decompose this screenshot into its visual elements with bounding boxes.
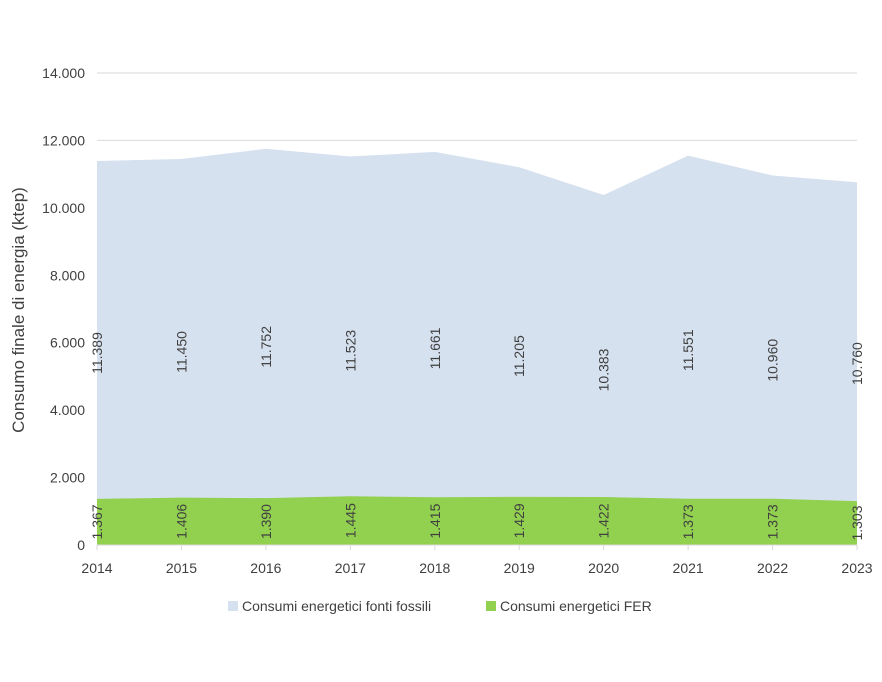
x-tick-label: 2022 bbox=[757, 560, 788, 576]
data-label: 1.415 bbox=[427, 503, 443, 538]
data-label: 1.373 bbox=[765, 504, 781, 539]
x-tick-label: 2018 bbox=[419, 560, 450, 576]
x-tick-label: 2016 bbox=[250, 560, 281, 576]
y-tick-label: 0 bbox=[77, 537, 85, 553]
y-tick-label: 2.000 bbox=[50, 470, 85, 486]
data-label: 1.373 bbox=[680, 504, 696, 539]
data-label: 10.383 bbox=[596, 348, 612, 391]
data-label: 1.390 bbox=[258, 504, 274, 539]
x-tick-label: 2017 bbox=[335, 560, 366, 576]
data-label: 10.760 bbox=[849, 342, 865, 385]
renewables-area bbox=[97, 496, 857, 545]
data-label: 11.523 bbox=[342, 330, 358, 372]
data-label: 10.960 bbox=[765, 339, 781, 382]
data-label: 1.422 bbox=[596, 503, 612, 538]
legend-swatch bbox=[228, 601, 238, 611]
x-tick-label: 2014 bbox=[81, 560, 112, 576]
data-label: 1.429 bbox=[511, 503, 527, 538]
legend-item: Consumi energetici fonti fossili bbox=[228, 598, 431, 614]
legend-item: Consumi energetici FER bbox=[486, 598, 652, 614]
data-label: 1.445 bbox=[342, 503, 358, 538]
legend-label: Consumi energetici fonti fossili bbox=[242, 598, 431, 614]
y-tick-label: 4.000 bbox=[50, 402, 85, 418]
y-tick-label: 12.000 bbox=[42, 132, 85, 148]
data-label: 11.205 bbox=[511, 335, 527, 377]
x-tick-label: 2023 bbox=[841, 560, 872, 576]
y-tick-label: 8.000 bbox=[50, 267, 85, 283]
x-tick-label: 2015 bbox=[166, 560, 197, 576]
legend-label: Consumi energetici FER bbox=[500, 598, 652, 614]
y-axis-title: Consumo finale di energia (ktep) bbox=[9, 187, 28, 433]
data-label: 1.406 bbox=[173, 504, 189, 539]
x-tick-label: 2020 bbox=[588, 560, 619, 576]
y-tick-label: 14.000 bbox=[42, 65, 85, 81]
legend-swatch bbox=[486, 601, 496, 611]
data-label: 11.450 bbox=[173, 331, 189, 373]
x-tick-label: 2019 bbox=[504, 560, 535, 576]
data-label: 1.303 bbox=[849, 505, 865, 540]
fossil-fuels-area bbox=[97, 148, 857, 545]
y-tick-label: 6.000 bbox=[50, 335, 85, 351]
y-tick-label: 10.000 bbox=[42, 200, 85, 216]
x-tick-label: 2021 bbox=[673, 560, 704, 576]
data-label: 11.661 bbox=[427, 327, 443, 369]
data-label: 11.752 bbox=[258, 326, 274, 368]
data-label: 11.551 bbox=[680, 329, 696, 371]
data-label: 11.389 bbox=[89, 332, 105, 374]
data-label: 1.367 bbox=[89, 504, 105, 539]
